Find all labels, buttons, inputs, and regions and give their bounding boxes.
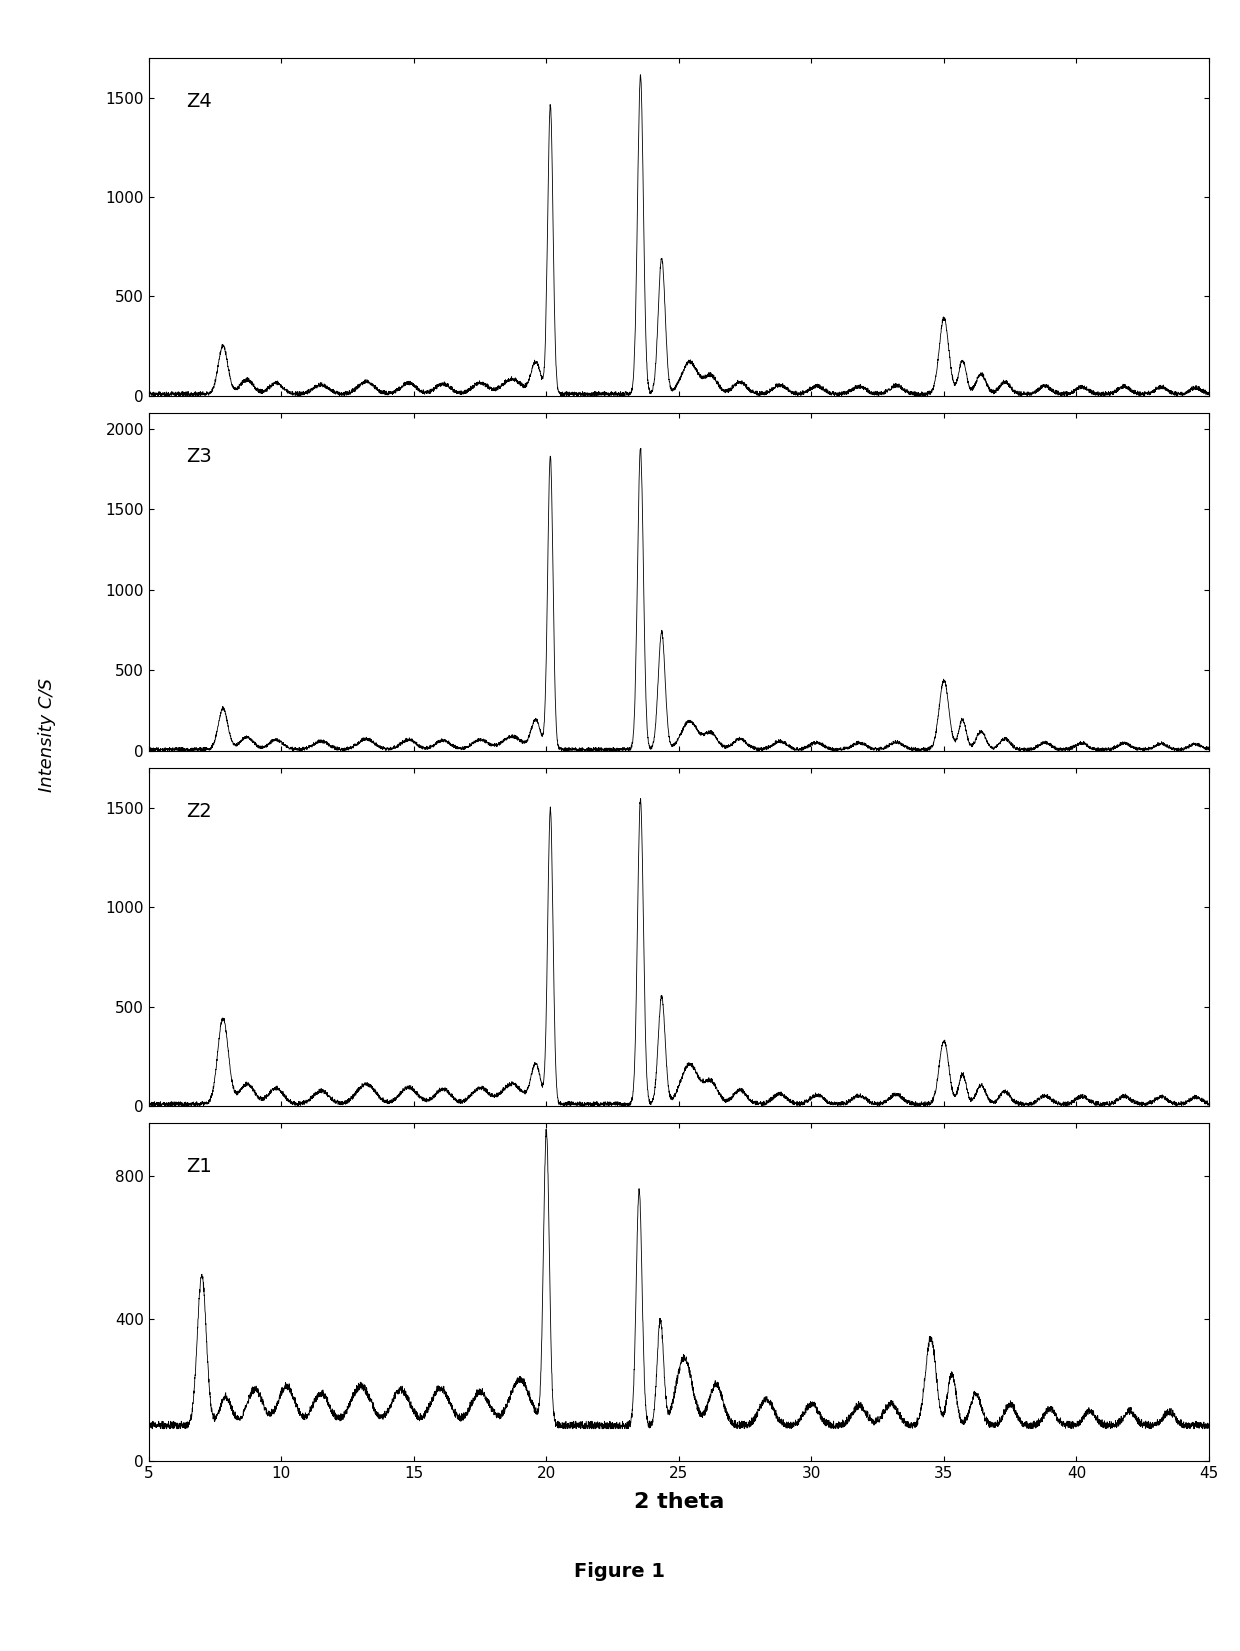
Text: Z3: Z3 (186, 447, 212, 466)
Text: Z1: Z1 (186, 1157, 212, 1176)
Text: Z4: Z4 (186, 91, 212, 111)
Text: Z2: Z2 (186, 802, 212, 821)
Text: Figure 1: Figure 1 (574, 1562, 666, 1582)
Text: Intensity C/S: Intensity C/S (38, 677, 56, 792)
X-axis label: 2 theta: 2 theta (634, 1493, 724, 1512)
